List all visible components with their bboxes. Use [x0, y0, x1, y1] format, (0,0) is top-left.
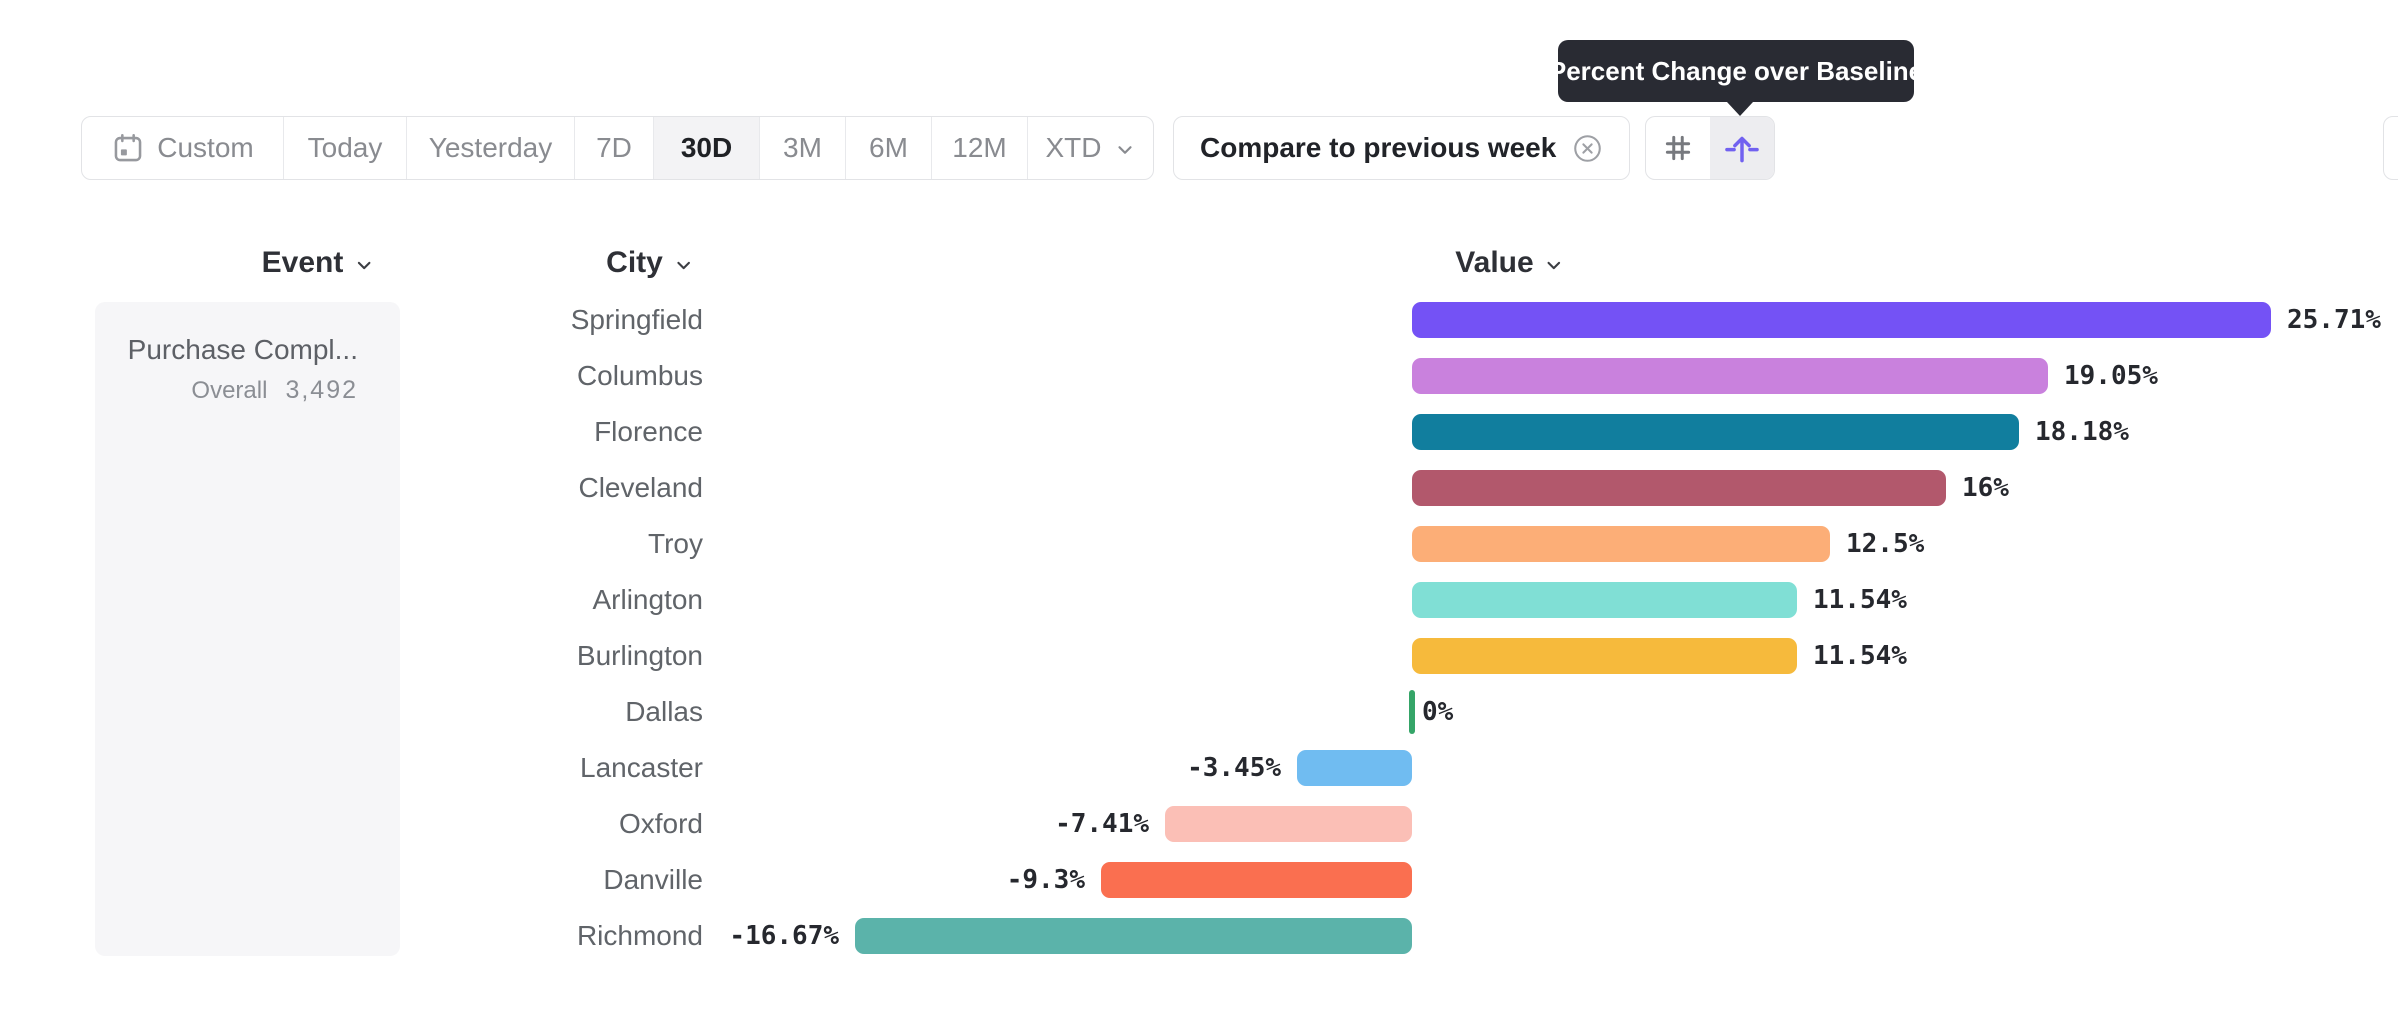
- numeric-view-button[interactable]: [1646, 117, 1710, 179]
- date-range-label: 7D: [596, 132, 632, 163]
- column-header-event[interactable]: Event: [262, 246, 375, 280]
- chart-row: Oxford -7.41%: [0, 796, 2398, 852]
- date-range-label: 12M: [952, 132, 1007, 163]
- chart-row: Arlington 11.54%: [0, 572, 2398, 628]
- column-header-value-label: Value: [1455, 246, 1534, 279]
- chart-row: Dallas 0%: [0, 684, 2398, 740]
- event-overall-label: Overall: [191, 377, 268, 404]
- value-label: 11.54%: [1813, 585, 1907, 615]
- zero-baseline-tick[interactable]: [1409, 690, 1415, 734]
- close-circle-icon[interactable]: [1572, 133, 1603, 164]
- city-label: Columbus: [576, 360, 703, 391]
- view-toggle-group: [1645, 116, 1775, 180]
- value-label: 0%: [1422, 697, 1454, 727]
- chart-row: Richmond -16.67%: [0, 908, 2398, 964]
- column-header-city[interactable]: City: [606, 246, 694, 280]
- chevron-down-icon: [1544, 255, 1565, 276]
- date-range-6m[interactable]: 6M: [846, 117, 932, 179]
- value-label: 25.71%: [2287, 305, 2381, 335]
- value-label: 11.54%: [1813, 641, 1907, 671]
- city-label: Cleveland: [578, 472, 703, 503]
- compare-chip[interactable]: Compare to previous week: [1173, 116, 1631, 180]
- value-label: 19.05%: [2064, 361, 2158, 391]
- city-label: Florence: [594, 416, 703, 447]
- city-label: Oxford: [618, 808, 703, 839]
- date-range-30d[interactable]: 30D: [654, 117, 760, 179]
- baseline-arrow-icon: [1723, 129, 1761, 167]
- chart-rows: Springfield 25.71% Columbus 19.05% Florence 1…: [0, 292, 2398, 964]
- bar-springfield[interactable]: [1412, 302, 2271, 338]
- column-header-city-label: City: [606, 246, 663, 279]
- date-range-label: Yesterday: [428, 132, 553, 163]
- chart-row: Lancaster -3.45%: [0, 740, 2398, 796]
- date-range-3m[interactable]: 3M: [760, 117, 846, 179]
- value-label: -16.67%: [729, 921, 839, 951]
- chart-row: Troy 12.5%: [0, 516, 2398, 572]
- bar-burlington[interactable]: [1412, 638, 1797, 674]
- chevron-down-icon: [673, 255, 694, 276]
- date-range-label: Custom: [157, 132, 254, 163]
- date-range-label: 3M: [783, 132, 822, 163]
- tooltip-text: Percent Change over Baseline: [1548, 55, 1924, 86]
- date-range-label: 30D: [680, 132, 733, 163]
- event-name: Purchase Compl...: [127, 334, 358, 365]
- chart-row: Springfield 25.71%: [0, 292, 2398, 348]
- city-label: Burlington: [576, 640, 703, 671]
- value-label: -3.45%: [1187, 753, 1281, 783]
- chart-row: Columbus 19.05%: [0, 348, 2398, 404]
- city-label: Richmond: [576, 920, 703, 951]
- chart-row: Burlington 11.54%: [0, 628, 2398, 684]
- date-range-yesterday[interactable]: Yesterday: [407, 117, 575, 179]
- compare-chip-label: Compare to previous week: [1200, 132, 1557, 163]
- date-range-label: 6M: [869, 132, 908, 163]
- city-label: Lancaster: [580, 752, 703, 783]
- bar-arlington[interactable]: [1412, 582, 1797, 618]
- tooltip: Percent Change over Baseline: [1549, 40, 1923, 116]
- value-label: 18.18%: [2035, 417, 2129, 447]
- event-overall-value: 3,492: [285, 376, 358, 404]
- city-label: Springfield: [570, 304, 703, 335]
- column-header-event-label: Event: [261, 246, 344, 279]
- city-label: Dallas: [625, 696, 703, 727]
- chevron-down-icon: [353, 255, 374, 276]
- date-range-label: XTD: [1045, 132, 1102, 163]
- city-label: Arlington: [592, 584, 703, 615]
- bar-danville[interactable]: [1101, 862, 1412, 898]
- chevron-down-icon: [1114, 139, 1136, 161]
- date-range-group: Custom Today Yesterday 7D 30D 3M 6M 12M XTD: [81, 116, 1154, 180]
- chart-row: Danville -9.3%: [0, 852, 2398, 908]
- city-label: Troy: [648, 528, 703, 559]
- bar-cleveland[interactable]: [1412, 470, 1946, 506]
- date-range-custom[interactable]: Custom: [82, 117, 284, 179]
- city-label: Danville: [603, 864, 703, 895]
- hash-icon: [1661, 131, 1695, 165]
- event-card[interactable]: Purchase Compl... Overall 3,492: [95, 302, 400, 956]
- chart-row: Cleveland 16%: [0, 460, 2398, 516]
- date-range-7d[interactable]: 7D: [575, 117, 654, 179]
- bar-lancaster[interactable]: [1297, 750, 1412, 786]
- value-label: 16%: [1962, 473, 2009, 503]
- value-label: -9.3%: [1006, 865, 1085, 895]
- percent-change-view-button[interactable]: [1710, 117, 1774, 179]
- value-label: 12.5%: [1846, 529, 1925, 559]
- calendar-icon: [111, 131, 145, 165]
- date-range-12m[interactable]: 12M: [932, 117, 1028, 179]
- bar-troy[interactable]: [1412, 526, 1830, 562]
- bar-richmond[interactable]: [855, 918, 1412, 954]
- bar-oxford[interactable]: [1165, 806, 1412, 842]
- date-range-today[interactable]: Today: [284, 117, 407, 179]
- chart-row: Florence 18.18%: [0, 404, 2398, 460]
- date-range-xtd[interactable]: XTD: [1028, 117, 1153, 179]
- bar-columbus[interactable]: [1412, 358, 2048, 394]
- value-label: -7.41%: [1055, 809, 1149, 839]
- date-range-label: Today: [307, 132, 383, 163]
- partial-button-right-edge[interactable]: [2383, 116, 2398, 180]
- column-header-value[interactable]: Value: [1455, 246, 1564, 280]
- bar-florence[interactable]: [1412, 414, 2019, 450]
